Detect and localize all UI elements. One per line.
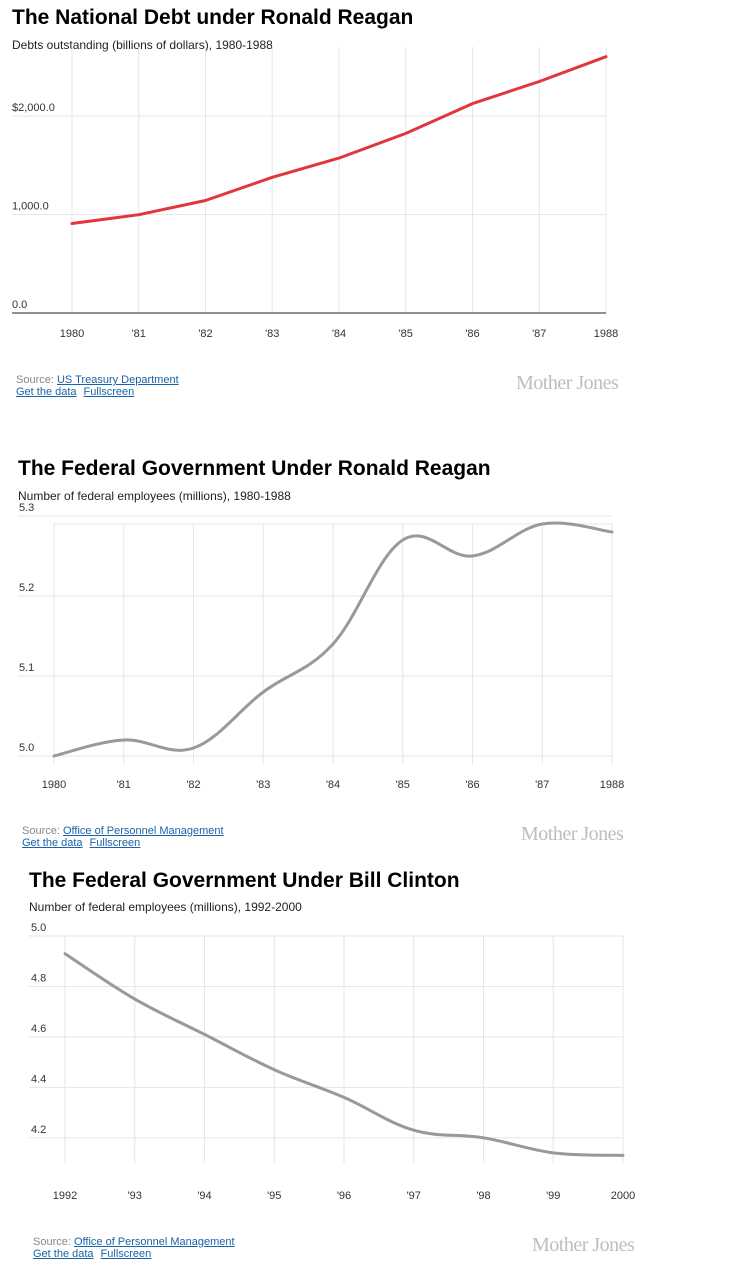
- chart-footer: Source: US Treasury Department Get the d…: [16, 374, 179, 398]
- series-line: [52, 521, 614, 758]
- x-tick-label: 1980: [60, 328, 84, 340]
- x-tick-label: '97: [407, 1190, 421, 1202]
- x-tick-label: '84: [326, 779, 340, 791]
- x-tick-label: '82: [198, 328, 212, 340]
- x-tick-label: 1988: [600, 779, 624, 791]
- get-data-link[interactable]: Get the data: [16, 386, 77, 398]
- y-tick-label: 4.2: [31, 1124, 46, 1136]
- y-tick-label: 4.6: [31, 1023, 46, 1035]
- x-tick-label: '86: [465, 328, 479, 340]
- x-tick-label: '87: [535, 779, 549, 791]
- x-tick-label: '87: [532, 328, 546, 340]
- get-data-link[interactable]: Get the data: [22, 837, 83, 849]
- x-tick-label: '85: [396, 779, 410, 791]
- x-tick-label: '96: [337, 1190, 351, 1202]
- source-label: Source:: [33, 1236, 71, 1248]
- chart-subtitle: Number of federal employees (millions), …: [29, 900, 302, 914]
- chart-block-reagan-employees: The Federal Government Under Ronald Reag…: [18, 457, 624, 849]
- y-tick-label: 5.3: [19, 502, 34, 514]
- chart-title: The National Debt under Ronald Reagan: [12, 6, 414, 29]
- y-tick-label: 1,000.0: [12, 200, 49, 212]
- y-tick-label: 5.1: [19, 662, 34, 674]
- x-tick-label: '99: [546, 1190, 560, 1202]
- y-tick-label: 5.2: [19, 582, 34, 594]
- y-tick-label: 0.0: [12, 299, 27, 311]
- y-tick-label: 5.0: [31, 922, 46, 934]
- source-link[interactable]: Office of Personnel Management: [62, 825, 224, 837]
- x-tick-label: '93: [128, 1190, 142, 1202]
- x-tick-label: '82: [186, 779, 200, 791]
- brand-logo: Mother Jones: [532, 1234, 635, 1256]
- chart-title: The Federal Government Under Bill Clinto…: [29, 869, 460, 892]
- series-line: [63, 952, 625, 1157]
- x-tick-label: '81: [132, 328, 146, 340]
- source-label: Source:: [22, 825, 60, 837]
- x-tick-label: '81: [117, 779, 131, 791]
- y-tick-label: $2,000.0: [12, 102, 55, 114]
- chart-subtitle: Debts outstanding (billions of dollars),…: [12, 38, 273, 52]
- debt-line-chart: 0.0 1,000.0 $2,000.0 1980 '81 '82 '83 '84 '85 '86…: [12, 47, 618, 340]
- get-data-link[interactable]: Get the data: [33, 1248, 94, 1260]
- fullscreen-link[interactable]: Fullscreen: [89, 837, 141, 849]
- chart-footer: Source: Office of Personnel Management G…: [22, 825, 224, 849]
- fullscreen-link[interactable]: Fullscreen: [100, 1248, 152, 1260]
- x-tick-label: 1980: [42, 779, 66, 791]
- x-tick-label: 1988: [594, 328, 618, 340]
- x-tick-label: '83: [256, 779, 270, 791]
- x-tick-label: '95: [267, 1190, 281, 1202]
- chart-title: The Federal Government Under Ronald Reag…: [18, 457, 491, 480]
- x-tick-label: 2000: [611, 1190, 635, 1202]
- reagan-employees-line-chart: 5.0 5.1 5.2 5.3 1980 '81 '82 '83 '84 '85 '86 '87 198…: [18, 502, 624, 791]
- source-link[interactable]: Office of Personnel Management: [73, 1236, 235, 1248]
- chart-footer: Source: Office of Personnel Management G…: [33, 1236, 235, 1260]
- chart-subtitle: Number of federal employees (millions), …: [18, 489, 291, 503]
- y-tick-label: 4.8: [31, 972, 46, 984]
- x-tick-label: '84: [332, 328, 346, 340]
- y-tick-label: 5.0: [19, 742, 34, 754]
- series-line: [70, 55, 608, 225]
- x-tick-label: '98: [476, 1190, 490, 1202]
- y-tick-label: 4.4: [31, 1073, 46, 1085]
- x-tick-label: '83: [265, 328, 279, 340]
- brand-logo: Mother Jones: [521, 823, 624, 845]
- brand-logo: Mother Jones: [516, 372, 619, 394]
- x-tick-label: 1992: [53, 1190, 77, 1202]
- x-tick-label: '85: [399, 328, 413, 340]
- x-tick-label: '94: [197, 1190, 211, 1202]
- source-link[interactable]: US Treasury Department: [56, 374, 179, 386]
- x-tick-label: '86: [465, 779, 479, 791]
- source-label: Source:: [16, 374, 54, 386]
- chart-block-debt: The National Debt under Ronald Reagan De…: [0, 0, 740, 410]
- fullscreen-link[interactable]: Fullscreen: [83, 386, 135, 398]
